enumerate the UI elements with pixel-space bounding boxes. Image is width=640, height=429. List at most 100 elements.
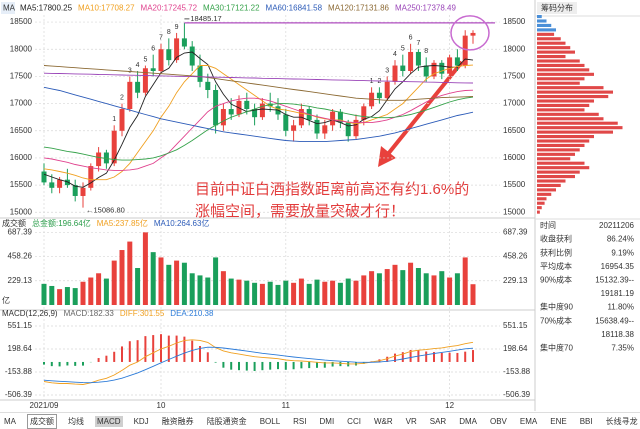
candle-body [213, 90, 219, 126]
chip-bar [537, 112, 599, 116]
candle-body [96, 152, 102, 167]
y-tick-label: 198.64 [503, 344, 528, 353]
legend-title-box [1, 2, 15, 14]
macd-bar [394, 353, 396, 362]
volume-bar [423, 273, 429, 305]
volume-bar [189, 273, 195, 305]
toolbar-item[interactable]: 成交额 [27, 413, 57, 429]
toolbar-item[interactable]: RSI [293, 416, 307, 426]
macd-bar [292, 361, 295, 370]
toolbar-item[interactable]: 融资融券 [161, 416, 194, 426]
macd-bar [464, 351, 467, 362]
toolbar-item[interactable]: BBI [579, 416, 593, 426]
chip-title: 筹码分布 [541, 3, 573, 13]
y-tick-label: 18500 [10, 17, 33, 26]
toolbar-item[interactable]: EMA [519, 416, 538, 426]
volume-bar [291, 282, 297, 305]
chip-bar [537, 210, 540, 214]
toolbar-item[interactable]: BOLL [259, 416, 281, 426]
toolbar-item[interactable]: 长线寻龙 [605, 416, 638, 426]
macd-bar [316, 361, 318, 368]
toolbar: MA 成交额 均线 MACD KDJ 融资融券 陆股通资金 BOLL RSI DMI CCI W&R V… [0, 412, 640, 429]
panel-header: DIFF:301.55 [120, 309, 165, 318]
chip-bar [537, 103, 590, 107]
td-count: 8 [424, 48, 428, 55]
y-tick-label: 17500 [10, 72, 33, 81]
macd-line [43, 339, 474, 385]
toolbar-item[interactable]: MACD [95, 415, 123, 427]
chip-bar [537, 143, 585, 147]
toolbar-item[interactable]: 陆股通资金 [206, 416, 247, 426]
chip-bar [537, 50, 575, 54]
y-tick-label: 17000 [10, 99, 33, 108]
candle-body [462, 35, 468, 66]
stat-label: 获利比例 [540, 247, 572, 257]
chip-bar [537, 19, 547, 23]
toolbar-item[interactable]: ENE [550, 416, 567, 426]
volume-bar [306, 283, 312, 305]
chip-bar [537, 183, 561, 187]
candle-body [72, 185, 78, 196]
toolbar-item[interactable]: DMI [319, 416, 335, 426]
macd-bar [82, 361, 84, 366]
toolbar-item[interactable]: CCI [347, 416, 361, 426]
volume-bar [96, 273, 102, 305]
volume-bar [283, 280, 289, 305]
toolbar-item[interactable]: OBV [489, 416, 507, 426]
volume-bar [72, 288, 78, 305]
macd-bar [238, 361, 240, 371]
macd-bar [50, 361, 53, 367]
volume-bar [400, 270, 406, 305]
td-count: 4 [136, 62, 140, 69]
volume-bar [470, 284, 476, 305]
stat-label: 集中度70 [540, 343, 573, 353]
td-count: 8 [167, 29, 171, 36]
toolbar-item[interactable]: DMA [459, 416, 477, 426]
toolbar-item[interactable]: 均线 [68, 416, 84, 426]
volume-bar [259, 283, 265, 305]
macd-line [43, 346, 474, 384]
y-tick-label: 18500 [503, 17, 526, 26]
ma-line [43, 65, 474, 101]
legend-title: MA [3, 4, 16, 13]
toolbar-item[interactable]: KDJ [133, 416, 149, 426]
candle-body [166, 49, 172, 61]
y-tick-label: 687.39 [8, 227, 33, 236]
chip-bar [537, 197, 547, 201]
volume-bar [181, 262, 187, 305]
chip-bar [537, 201, 545, 205]
chip-bar [537, 117, 604, 121]
y-tick-label: -506.39 [5, 390, 33, 399]
macd-bar [222, 361, 225, 368]
macd-bar [409, 349, 412, 362]
chip-bar [537, 77, 585, 81]
chip-bar [537, 81, 580, 85]
macd-bar [214, 361, 217, 363]
toolbar-item[interactable]: VR [405, 416, 417, 426]
volume-bar [462, 257, 468, 305]
chip-bar [537, 37, 561, 41]
chip-bar [537, 46, 571, 50]
toolbar-item[interactable]: W&R [373, 416, 393, 426]
volume-bar [220, 271, 226, 305]
volume-bar [119, 250, 125, 305]
macd-bar [277, 361, 279, 370]
x-tick-label: 11 [282, 401, 291, 410]
chip-bar [537, 55, 566, 59]
y-tick-label: 458.26 [8, 252, 33, 261]
macd-bar [105, 355, 108, 362]
chip-bar [537, 170, 580, 174]
y-tick-label: 16500 [10, 126, 33, 135]
toolbar-item[interactable]: SAR [429, 416, 447, 426]
volume-bar [228, 278, 234, 305]
y-tick-label: 229.13 [503, 276, 528, 285]
macd-bar [128, 341, 131, 362]
toolbar-item[interactable]: MA [4, 416, 16, 426]
candle-body [470, 32, 476, 36]
td-count: 1 [112, 116, 116, 123]
chip-bar [537, 152, 575, 156]
legend-item: MA5:17800.25 [20, 4, 73, 13]
td-count: 2 [377, 78, 381, 85]
candle-body [408, 51, 414, 71]
